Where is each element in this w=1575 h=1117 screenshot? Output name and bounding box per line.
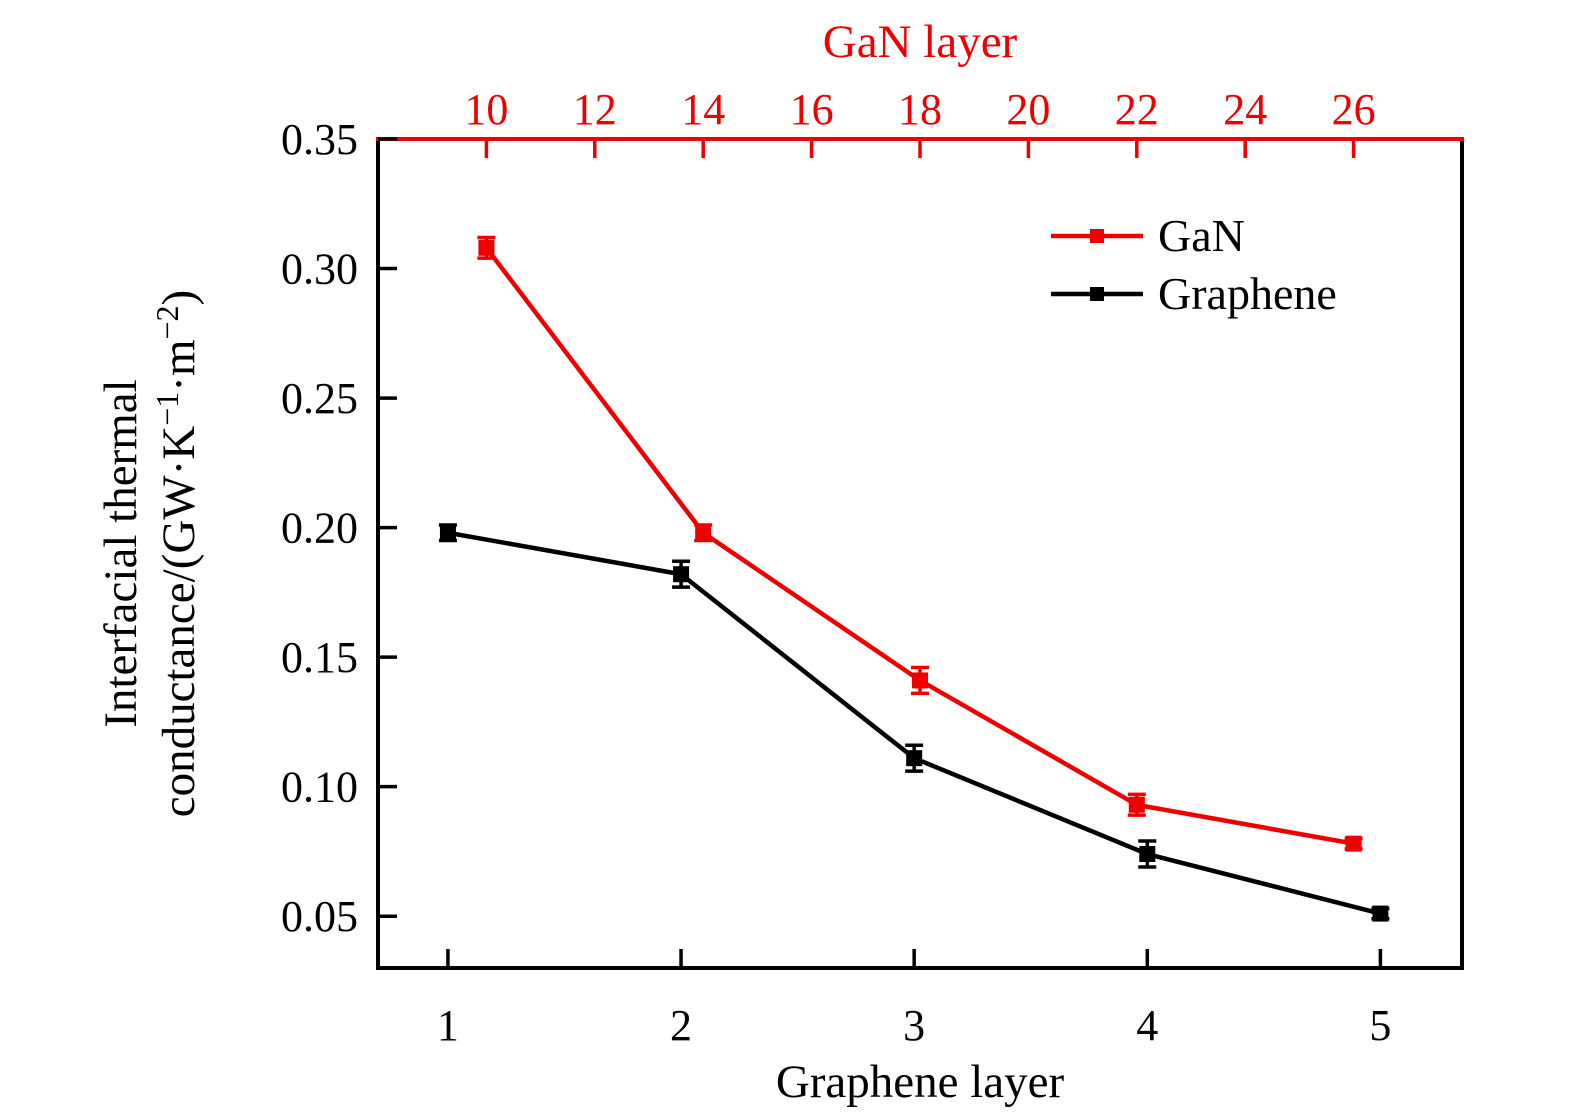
bottom-axis-tick-label: 3 (903, 1001, 925, 1050)
y-axis-tick-label: 0.10 (281, 763, 358, 812)
top-axis: 10 12 14 16 18 20 22 24 26 (464, 85, 1376, 158)
top-axis-tick-label: 24 (1223, 85, 1267, 134)
top-axis-tick-label: 12 (573, 85, 617, 134)
axes-spines (376, 137, 1464, 970)
legend-label-gan: GaN (1158, 210, 1245, 261)
data-point-marker (1345, 835, 1362, 852)
legend-marker-samples (1051, 229, 1143, 301)
top-axis-tick-label: 18 (898, 85, 942, 134)
bottom-axis-tick-label: 4 (1136, 1001, 1158, 1050)
top-axis-tick-label: 14 (681, 85, 725, 134)
data-point-marker (1139, 846, 1156, 863)
y-axis: 0.05 0.10 0.15 0.20 0.25 0.30 0.35 Interfacial … (95, 115, 397, 941)
data-point-marker (673, 566, 690, 583)
top-axis-tick-label: 16 (790, 85, 834, 134)
top-axis-tick-label: 22 (1115, 85, 1159, 134)
y-axis-tick-label: 0.35 (281, 115, 358, 164)
series-graphene (438, 523, 1390, 922)
y-axis-tick-label: 0.15 (281, 633, 358, 682)
legend-sample-marker (1090, 287, 1104, 301)
y-axis-tick-label: 0.20 (281, 504, 358, 553)
top-axis-tick-label: 20 (1006, 85, 1050, 134)
legend-sample-marker (1090, 229, 1104, 243)
bottom-axis-tick-label: 2 (670, 1001, 692, 1050)
y-axis-tick-label: 0.30 (281, 245, 358, 294)
plot-area: 10 12 14 16 18 20 22 24 261 2 3 4 50.050.100.150.200… (95, 85, 1464, 1050)
top-axis-title: GaN layer (823, 16, 1018, 68)
bottom-axis-tick-label: 1 (437, 1001, 459, 1050)
data-point-marker (912, 672, 928, 689)
data-point-marker (1372, 905, 1389, 922)
series-gan (477, 235, 1363, 852)
bottom-axis-title: Graphene layer (776, 1056, 1065, 1108)
series-line-graphene (447, 530, 1381, 916)
top-axis-tick-label: 26 (1332, 85, 1376, 134)
y-axis-title-line: conductance/(GW·K−1·m−2) (149, 290, 205, 817)
data-point-marker (1128, 796, 1145, 813)
y-axis-title-line: Interfacial thermal (95, 379, 147, 727)
bottom-axis-tick-label: 5 (1369, 1001, 1391, 1050)
top-axis-tick-label: 10 (464, 85, 508, 134)
data-point-marker (439, 524, 456, 541)
bottom-axis: 1 2 3 4 5 (437, 949, 1391, 1050)
data-point-marker (906, 750, 923, 767)
legend-label-graphene: Graphene (1158, 268, 1337, 319)
data-point-marker (695, 524, 712, 541)
y-axis-tick-label: 0.25 (281, 374, 358, 423)
data-point-marker (478, 239, 495, 256)
y-axis-tick-label: 0.05 (281, 892, 358, 941)
legend: GaN Graphene (1051, 210, 1337, 319)
